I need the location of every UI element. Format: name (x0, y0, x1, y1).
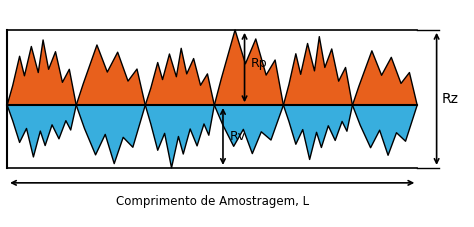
Polygon shape (76, 105, 146, 164)
Text: Rv: Rv (229, 130, 246, 143)
Polygon shape (76, 45, 146, 105)
Polygon shape (283, 105, 353, 159)
Polygon shape (7, 40, 76, 105)
Text: Rp: Rp (251, 57, 268, 70)
Polygon shape (353, 51, 417, 105)
Polygon shape (214, 30, 283, 105)
Polygon shape (7, 105, 76, 157)
Polygon shape (146, 48, 214, 105)
Polygon shape (146, 105, 214, 168)
Polygon shape (283, 37, 353, 105)
Polygon shape (214, 105, 283, 154)
Polygon shape (353, 105, 417, 155)
Text: Comprimento de Amostragem, L: Comprimento de Amostragem, L (116, 195, 309, 207)
Text: Rz: Rz (442, 92, 459, 106)
